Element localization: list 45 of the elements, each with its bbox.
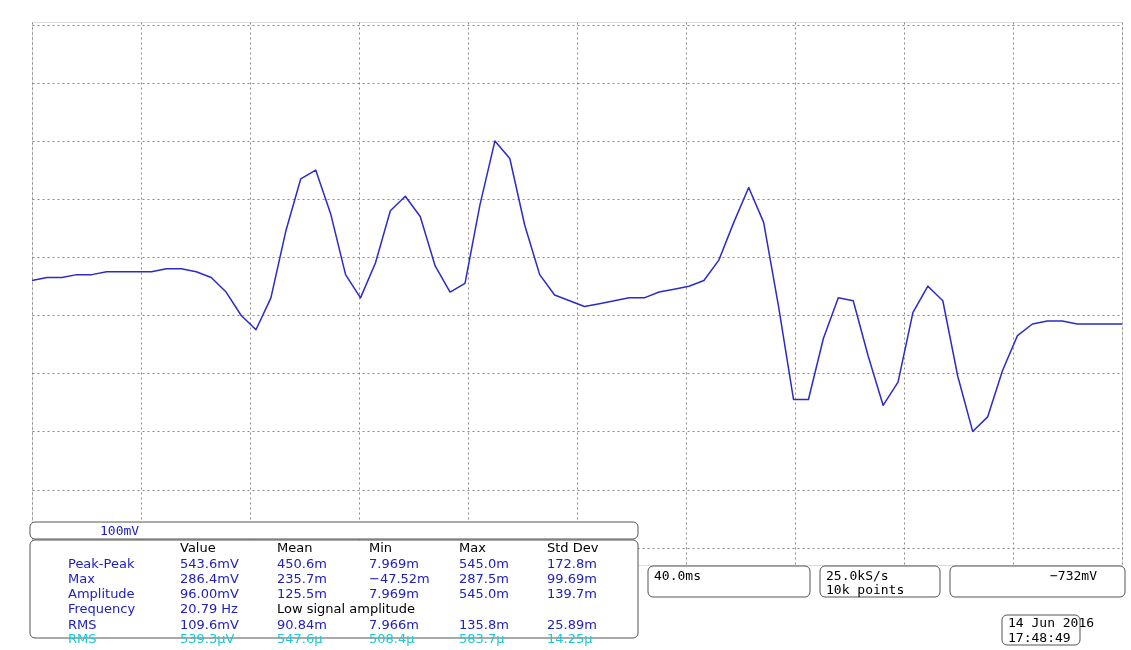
- text: 40.0ms: [654, 568, 701, 583]
- text: 545.0m: [459, 556, 509, 571]
- text: 450.6m: [277, 556, 327, 571]
- text: 14.25µ: [547, 631, 593, 646]
- text: 287.5m: [459, 571, 509, 586]
- text: Max: [459, 540, 487, 555]
- text: 135.8m: [459, 617, 509, 632]
- text: Low signal amplitude: [277, 601, 416, 616]
- text: 172.8m: [547, 556, 597, 571]
- text: Amplitude: [68, 586, 135, 601]
- text: 17:48:49: [1008, 630, 1071, 645]
- text: 139.7m: [547, 586, 597, 601]
- text: 547.6µ: [277, 631, 323, 646]
- text: Max: [68, 571, 96, 586]
- text: 125.5m: [277, 586, 327, 601]
- text: Value: [180, 540, 216, 555]
- text: 543.6mV: [180, 556, 239, 571]
- text: 7.969m: [369, 556, 419, 571]
- text: 90.84m: [277, 617, 327, 632]
- text: RMS: [68, 617, 97, 632]
- text: 100mV: [100, 523, 140, 538]
- text: RMS: [68, 631, 97, 646]
- text: −47.52m: [369, 571, 430, 586]
- text: 20.79 Hz: [180, 601, 239, 616]
- text: 14 Jun 2016: [1008, 615, 1095, 630]
- text: Std Dev: [547, 540, 599, 555]
- text: 539.3µV: [180, 631, 235, 646]
- text: Mean: [277, 540, 313, 555]
- text: 99.69m: [547, 571, 597, 586]
- text: 286.4mV: [180, 571, 239, 586]
- text: 583.7µ: [459, 631, 505, 646]
- text: 25.89m: [547, 617, 597, 632]
- text: 25.0kS/s: [826, 568, 889, 583]
- text: 10k points: [826, 582, 905, 597]
- text: 235.7m: [277, 571, 327, 586]
- text: Frequency: [68, 601, 136, 616]
- text: Min: [369, 540, 393, 555]
- text: 7.969m: [369, 586, 419, 601]
- text: 508.4µ: [369, 631, 415, 646]
- text: −732mV: [1050, 568, 1098, 583]
- text: 545.0m: [459, 586, 509, 601]
- text: 7.966m: [369, 617, 419, 632]
- text: 109.6mV: [180, 617, 239, 632]
- text: Peak-Peak: [68, 556, 135, 571]
- text: 96.00mV: [180, 586, 239, 601]
